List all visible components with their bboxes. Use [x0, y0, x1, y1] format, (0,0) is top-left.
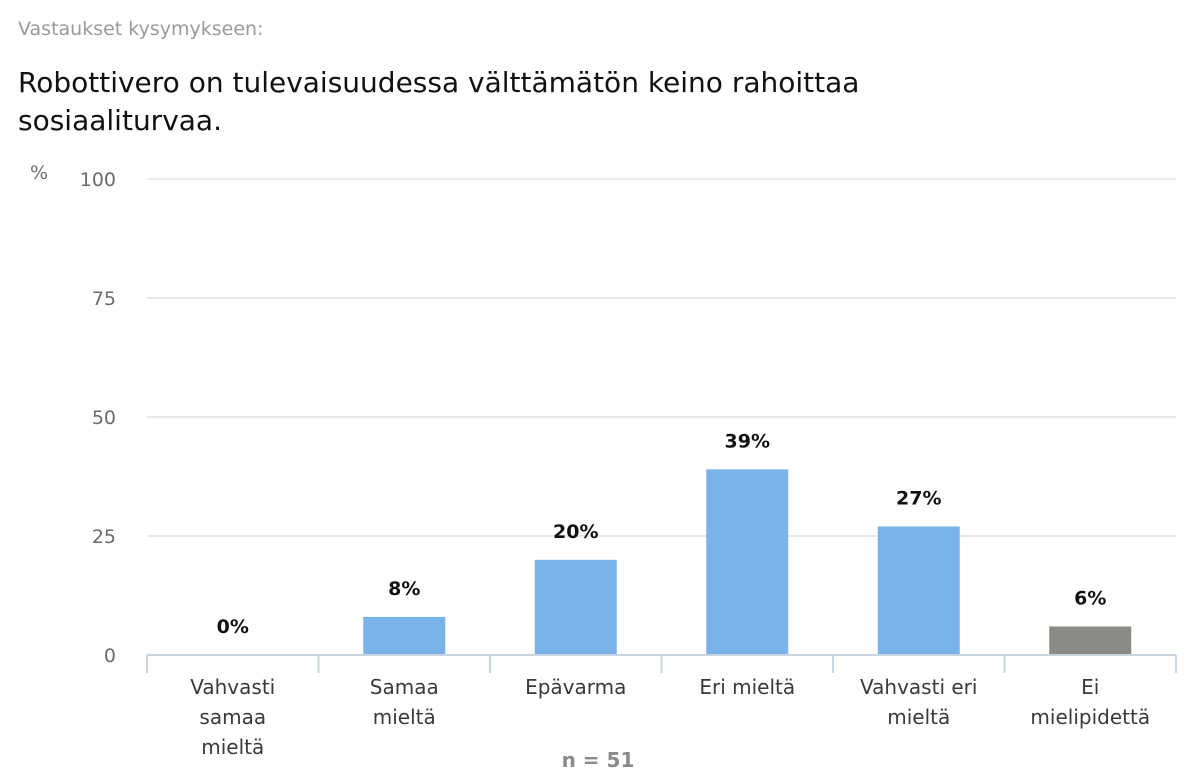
- category-label: Ei mielipidettä: [1030, 675, 1150, 729]
- y-axis-ticks: 0 25 50 75 100: [80, 169, 116, 667]
- bar: [1049, 626, 1132, 655]
- category-label: Vahvasti eri mieltä: [860, 675, 977, 729]
- x-axis: [146, 654, 1177, 673]
- bar: [534, 559, 617, 655]
- y-tick-label: 75: [92, 288, 116, 310]
- data-label: 0%: [217, 616, 249, 638]
- y-tick-label: 100: [80, 169, 116, 191]
- data-label: 6%: [1074, 587, 1106, 609]
- category-label: Epävarma: [525, 675, 626, 699]
- data-label: 27%: [896, 487, 941, 509]
- bar: [363, 616, 446, 655]
- category-labels: Vahvasti samaa mieltä Samaa mieltä Epävarma Er…: [190, 675, 1150, 759]
- data-label: 8%: [388, 578, 420, 600]
- chart-subtitle: Vastaukset kysymykseen:: [18, 18, 264, 40]
- data-label: 20%: [553, 521, 598, 543]
- gridlines: [147, 178, 1176, 537]
- y-axis-label: %: [30, 162, 48, 184]
- y-tick-label: 0: [104, 645, 116, 667]
- bar: [706, 469, 789, 655]
- data-label: 39%: [725, 430, 770, 452]
- category-label: Eri mieltä: [699, 675, 795, 699]
- sample-size-label: n = 51: [562, 748, 635, 772]
- category-label: Samaa mieltä: [370, 675, 439, 729]
- category-label: Vahvasti samaa mieltä: [190, 675, 275, 759]
- y-tick-label: 25: [92, 526, 116, 548]
- data-labels: 0% 8% 20% 39% 27% 6%: [217, 430, 1107, 638]
- bars: [363, 469, 1132, 655]
- bar: [877, 526, 960, 655]
- y-tick-label: 50: [92, 407, 116, 429]
- chart-title: Robottivero on tulevaisuudessa välttämät…: [18, 66, 860, 137]
